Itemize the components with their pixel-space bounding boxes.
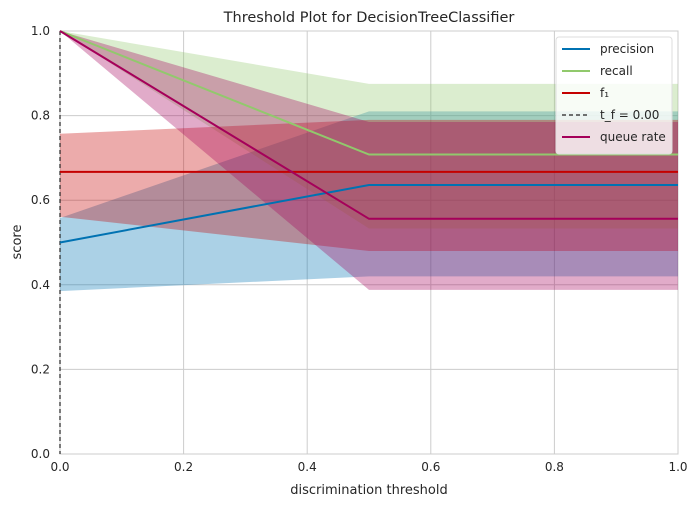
x-axis-label: discrimination threshold [290,483,447,498]
legend-box [555,36,673,155]
band-queue-rate [60,31,678,290]
legend: precision recall f₁ t_f = 0.00 queue rate [555,36,673,155]
tick-labels: 0.0 0.2 0.4 0.6 0.8 1.0 0.0 0.2 0.4 0.6 0.8 1.0 [31,24,688,474]
chart-title: Threshold Plot for DecisionTreeClassifie… [223,10,515,26]
grid [60,31,678,454]
x-tick-label: 0.6 [421,460,440,474]
legend-label: queue rate [600,130,666,144]
legend-label: recall [600,64,633,78]
x-tick-label: 0.0 [50,460,69,474]
confidence-bands [60,31,678,292]
legend-label: f₁ [600,86,609,100]
band-recall [60,31,678,229]
y-tick-label: 0.6 [31,193,50,207]
y-tick-label: 1.0 [31,24,50,38]
y-tick-label: 0.4 [31,278,50,292]
x-tick-label: 0.2 [174,460,193,474]
x-tick-label: 0.8 [545,460,564,474]
legend-label: precision [600,42,654,56]
y-tick-label: 0.2 [31,362,50,376]
x-tick-label: 0.4 [298,460,317,474]
series-lines [59,30,678,454]
line-queue-rate [59,30,678,220]
y-axis-label: score [10,225,25,260]
line-recall [59,30,678,156]
y-tick-label: 0.0 [31,447,50,461]
line-precision [59,183,678,244]
band-precision [60,111,678,292]
x-tick-label: 1.0 [668,460,687,474]
legend-label: t_f = 0.00 [600,108,659,122]
y-tick-label: 0.8 [31,109,50,123]
